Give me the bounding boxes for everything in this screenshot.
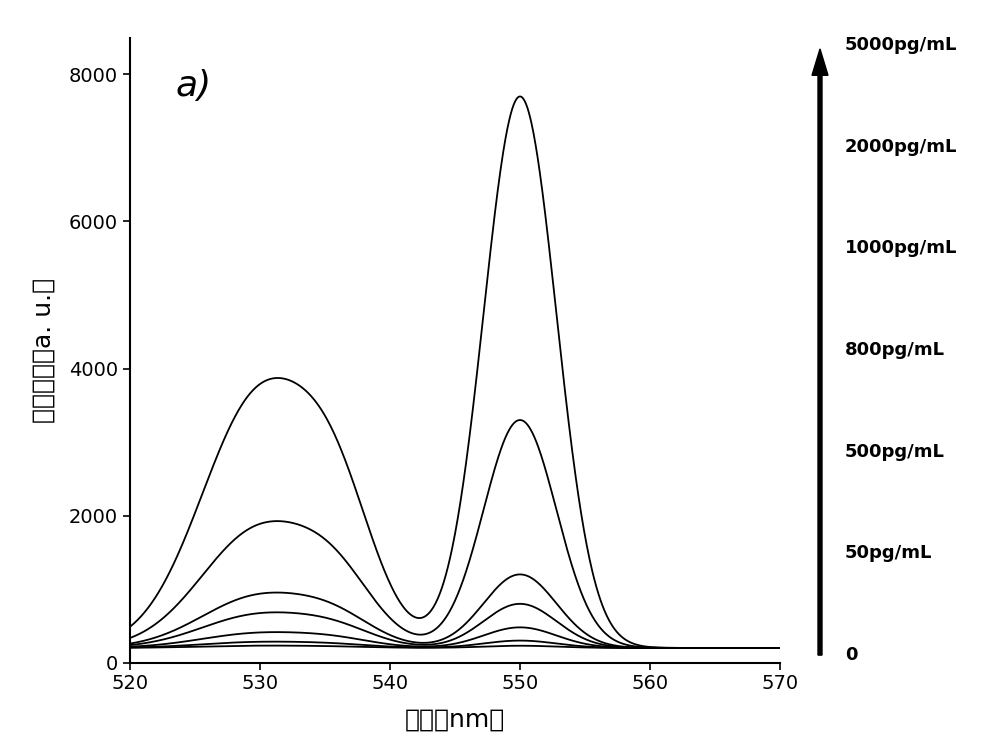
Text: a): a): [176, 69, 212, 103]
Text: 0: 0: [845, 646, 858, 664]
Text: 5000pg/mL: 5000pg/mL: [845, 36, 957, 54]
Text: 800pg/mL: 800pg/mL: [845, 341, 945, 359]
X-axis label: 波长（nm）: 波长（nm）: [405, 707, 505, 731]
Text: 2000pg/mL: 2000pg/mL: [845, 138, 957, 156]
Y-axis label: 荧光强度（a. u.）: 荧光强度（a. u.）: [31, 278, 55, 422]
Text: 500pg/mL: 500pg/mL: [845, 443, 945, 461]
Text: 50pg/mL: 50pg/mL: [845, 544, 932, 562]
Text: 1000pg/mL: 1000pg/mL: [845, 239, 957, 258]
